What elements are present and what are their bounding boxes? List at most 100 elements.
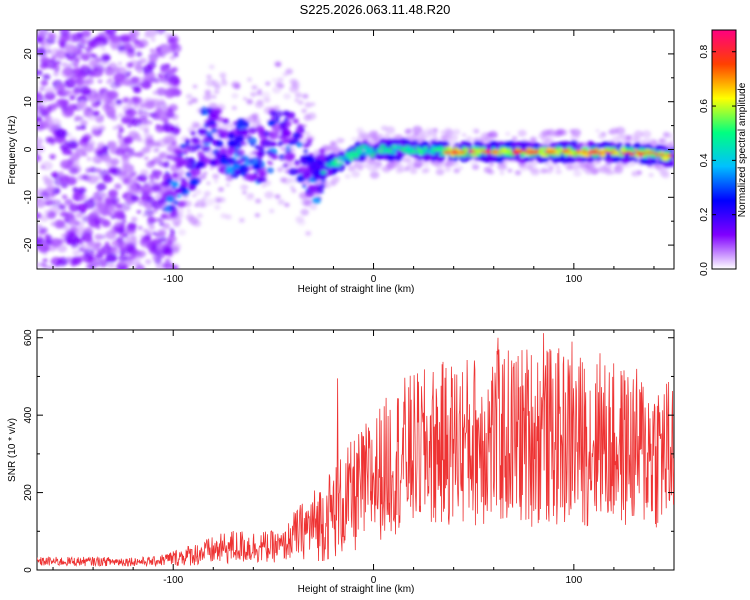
spectrogram-cell <box>137 266 143 269</box>
spectrogram-cell <box>227 133 236 140</box>
spectrogram-cell <box>88 71 96 78</box>
spectrogram-cell <box>359 153 364 158</box>
spectrogram-cell <box>249 157 260 165</box>
spectrogram-cell <box>69 95 76 101</box>
spectrogram-cell <box>633 148 637 152</box>
spectrogram-cell <box>591 149 599 152</box>
spectrogram-cell <box>231 81 241 89</box>
spectrogram-cell <box>174 176 181 182</box>
spectrogram-cell <box>409 149 413 154</box>
spectrogram-cell <box>255 198 262 204</box>
spectrogram-cell <box>86 264 91 269</box>
spectrogram-cell <box>476 152 482 157</box>
spectrogram-cell <box>148 134 154 139</box>
spectrogram-cell <box>137 69 143 74</box>
spectrogram-cell <box>590 165 595 169</box>
spectrogram-cell <box>277 199 285 205</box>
spectrogram-cell <box>127 124 132 128</box>
spectrogram-cell <box>93 68 98 72</box>
spectrogram-cell <box>86 157 92 161</box>
spectrogram-cell <box>216 198 221 202</box>
spectrogram-cell <box>248 127 257 134</box>
spectrogram-cell <box>478 154 487 162</box>
spectrogram-cell <box>205 78 216 87</box>
spectrogram-cell <box>354 151 362 156</box>
spectrogram-cell <box>300 208 310 216</box>
spectrogram-cell <box>469 153 475 158</box>
spectrogram-cell <box>250 142 255 147</box>
spectrogram-cell <box>152 208 158 214</box>
spectrogram-cell <box>280 146 286 152</box>
spectrogram-cell <box>78 246 85 253</box>
spectrogram-cell <box>103 219 109 224</box>
spectrogram-cell <box>308 184 318 193</box>
spectrogram-cell <box>449 162 455 167</box>
spectrogram-cell <box>551 156 561 164</box>
spectrogram-cell <box>409 168 418 175</box>
spectrogram-cell <box>120 37 131 46</box>
spectrogram-cell <box>171 172 179 178</box>
spectrogram-cell <box>227 145 238 154</box>
spectrogram-cell <box>418 150 423 155</box>
spectrogram-cell <box>227 139 236 146</box>
spectrogram-cell <box>169 55 176 61</box>
spectrogram-cell <box>555 128 565 136</box>
spectrogram-cell <box>608 130 614 135</box>
spectrogram-cell <box>444 166 452 173</box>
spectrogram-cell <box>157 73 163 78</box>
spectrogram-cell <box>107 189 118 198</box>
spectrogram-cell <box>219 148 227 154</box>
spectrogram-cell <box>504 141 510 147</box>
spectrogram-cell <box>250 92 257 97</box>
y-tick-label: 0 <box>23 146 34 152</box>
spectrogram-cell <box>658 161 663 165</box>
spectrogram-cell <box>634 143 640 148</box>
spectrogram-cell <box>573 169 582 177</box>
spectrogram-cell <box>268 131 275 136</box>
spectrogram-cell <box>79 119 88 127</box>
spectrogram-cell <box>452 128 461 136</box>
spectrogram-cell <box>76 42 86 50</box>
spectrogram-cell <box>114 183 122 190</box>
spectrogram-cell <box>538 132 547 139</box>
spectrogram-cell <box>374 154 380 159</box>
spectrogram-cell <box>282 163 288 168</box>
spectrogram-cell <box>104 197 112 203</box>
spectrogram-cell <box>37 116 43 123</box>
spectrogram-cell <box>410 141 416 146</box>
spectrogram-cell <box>337 163 341 167</box>
spectrogram-cell <box>237 159 243 164</box>
spectrogram-cell <box>209 166 214 170</box>
spectrogram-cell <box>303 199 312 207</box>
spectrogram-cell <box>274 61 282 67</box>
spectrogram-cell <box>256 169 262 173</box>
colorbar-gradient <box>711 29 737 270</box>
spectrogram-cell <box>605 168 612 174</box>
spectrogram-cell <box>258 131 266 138</box>
spectrogram-cell <box>112 66 121 74</box>
spectrogram-cell <box>671 146 674 150</box>
spectrogram-cell <box>59 204 65 208</box>
spectrogram-cell <box>385 126 396 134</box>
spectrogram-cell <box>42 119 54 128</box>
spectrogram-cell <box>138 122 150 131</box>
spectrogram-cell <box>615 126 626 135</box>
spectrogram-cell <box>113 73 126 83</box>
spectrogram-cell <box>620 154 625 157</box>
spectrogram-cell <box>74 115 81 121</box>
spectrogram-cell <box>454 142 460 146</box>
spectrogram-cell <box>582 150 587 153</box>
spectrogram-cell <box>633 158 639 163</box>
spectrogram-cell <box>94 241 102 248</box>
spectrogram-cell <box>549 142 557 148</box>
spectrogram-cell <box>111 167 122 176</box>
spectrogram-xlabel: Height of straight line (km) <box>298 284 415 295</box>
spectrogram-cell <box>383 133 391 139</box>
spectrogram-cell <box>37 144 45 154</box>
spectrogram-cell <box>97 79 103 84</box>
spectrogram-cell <box>81 53 91 62</box>
spectrogram-cell <box>87 175 99 184</box>
spectrogram-cell <box>279 154 284 159</box>
spectrogram-cell <box>489 141 497 148</box>
spectrogram-cell <box>570 150 575 155</box>
